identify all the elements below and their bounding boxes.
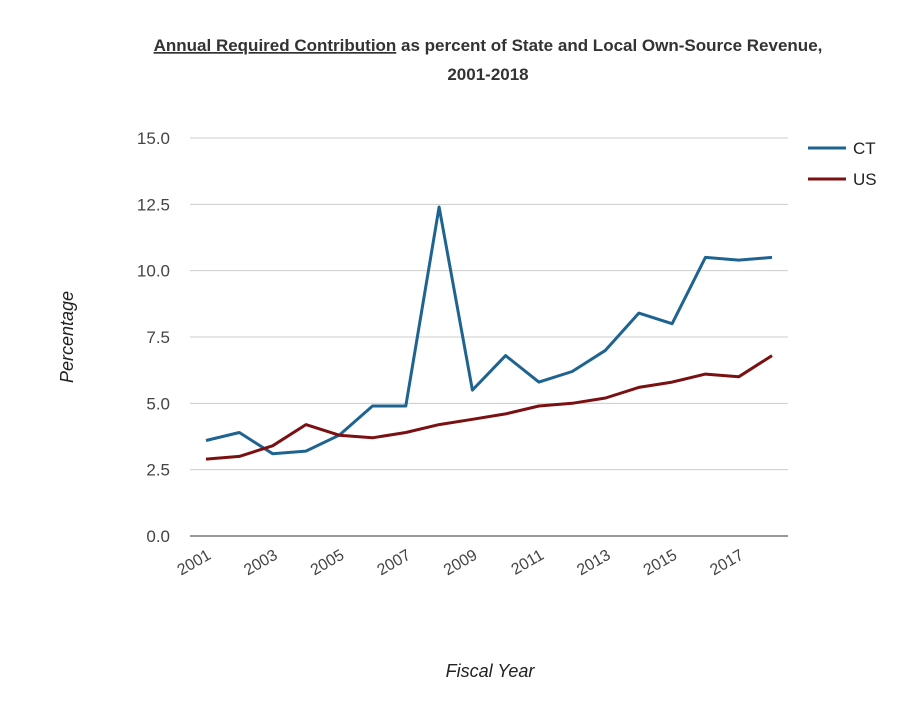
y-tick-label: 15.0 <box>137 129 170 148</box>
x-tick-label: 2009 <box>441 547 480 580</box>
x-tick-label: 2005 <box>308 547 347 580</box>
gridlines <box>190 137 788 537</box>
title-link[interactable]: Annual Required Contribution <box>154 36 397 55</box>
series-line-us[interactable] <box>205 354 773 461</box>
legend-item-us[interactable]: US <box>808 170 877 189</box>
x-tick-label: 2003 <box>241 547 280 580</box>
x-tick-label: 2011 <box>509 547 547 579</box>
y-axis-ticks: 0.0 2.5 5.0 7.5 10.0 12.5 15.0 <box>137 129 170 546</box>
x-tick-label: 2017 <box>707 547 746 580</box>
legend-label: CT <box>853 139 876 158</box>
series-lines <box>205 205 773 461</box>
y-tick-label: 2.5 <box>146 461 170 480</box>
x-tick-label: 2001 <box>175 547 214 580</box>
y-tick-label: 7.5 <box>146 328 170 347</box>
x-tick-label: 2007 <box>374 547 413 580</box>
title-text: as percent of State and Local Own-Source… <box>396 36 822 55</box>
series-line-ct[interactable] <box>205 205 773 456</box>
x-axis-ticks: 2001 2003 2005 2007 2009 2011 2013 2015 2017 <box>175 547 747 580</box>
legend-item-ct[interactable]: CT <box>808 139 876 158</box>
y-tick-label: 5.0 <box>146 394 170 413</box>
x-tick-label: 2013 <box>574 547 613 580</box>
y-tick-label: 12.5 <box>137 195 170 214</box>
y-tick-label: 10.0 <box>137 262 170 281</box>
legend: CT US <box>808 139 877 189</box>
x-tick-label: 2015 <box>641 547 680 580</box>
y-axis-title: Percentage <box>57 291 77 383</box>
x-axis-title: Fiscal Year <box>446 661 536 681</box>
y-tick-label: 0.0 <box>146 527 170 546</box>
legend-label: US <box>853 170 877 189</box>
chart-title: Annual Required Contribution as percent … <box>154 36 823 55</box>
chart-title-line2: 2001-2018 <box>447 65 528 84</box>
